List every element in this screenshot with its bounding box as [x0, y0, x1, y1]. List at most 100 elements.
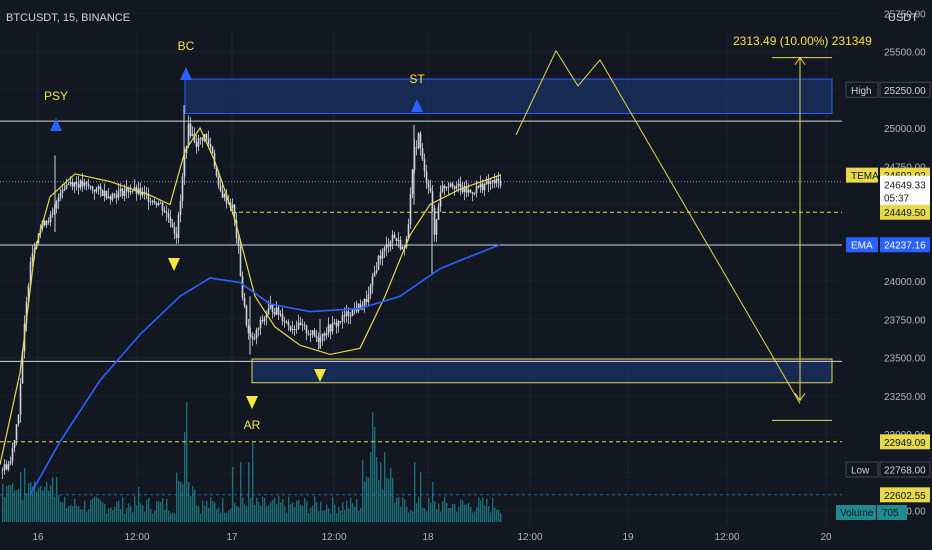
volume-bar	[234, 503, 235, 522]
price-tag-low-name: Low	[851, 465, 870, 476]
volume-bar	[458, 507, 459, 522]
volume-bar	[12, 483, 13, 522]
volume-bar	[10, 485, 11, 522]
volume-bar	[20, 472, 21, 522]
volume-bar	[198, 507, 199, 522]
candle	[222, 190, 224, 197]
volume-bar	[124, 514, 125, 522]
volume-bar	[260, 506, 261, 522]
candle	[238, 238, 240, 246]
candle	[264, 318, 266, 322]
volume-bar	[170, 513, 171, 522]
candle	[366, 299, 368, 302]
volume-bar	[472, 512, 473, 522]
volume-bar	[392, 478, 393, 522]
x-tick-label: 12:00	[321, 532, 346, 543]
candle	[378, 256, 380, 270]
volume-bar	[444, 497, 445, 522]
volume-bar	[326, 505, 327, 522]
down-triangle-icon	[246, 396, 258, 409]
volume-bar	[432, 482, 433, 522]
volume-bar	[290, 504, 291, 522]
volume-bar	[6, 486, 7, 522]
volume-bar	[354, 507, 355, 522]
volume-bar	[322, 511, 323, 522]
candle	[364, 299, 366, 307]
candle	[286, 322, 288, 323]
volume-bar	[84, 501, 85, 522]
volume-bar	[344, 510, 345, 522]
volume-bar	[400, 507, 401, 522]
volume-bar	[30, 482, 31, 522]
candle	[346, 312, 348, 317]
price-tag-dash1-value: 24449.50	[884, 208, 926, 219]
volume-bar	[162, 498, 163, 522]
candle	[358, 304, 360, 312]
volume-bar	[36, 491, 37, 522]
candle	[240, 246, 242, 276]
volume-bar	[320, 502, 321, 522]
candle	[370, 285, 372, 294]
candle	[202, 138, 204, 141]
volume-bar	[288, 496, 289, 522]
volume-bar	[236, 506, 237, 522]
candle	[472, 192, 474, 194]
volume-bar	[486, 498, 487, 522]
candle	[486, 180, 488, 184]
candle	[98, 187, 100, 189]
candle	[308, 333, 310, 334]
volume-bar	[464, 505, 465, 522]
candle	[452, 184, 454, 187]
volume-bar	[376, 457, 377, 522]
volume-bar	[452, 504, 453, 522]
candle	[448, 186, 450, 187]
x-tick-label: 20	[820, 532, 832, 543]
wyckoff-bc: BC	[178, 39, 195, 53]
candle	[10, 461, 12, 463]
volume-bar	[92, 499, 93, 522]
candle	[122, 189, 124, 196]
candle	[348, 312, 350, 316]
volume-bar	[70, 505, 71, 522]
candle	[92, 186, 94, 189]
candle	[372, 276, 374, 285]
volume-bar	[52, 477, 53, 522]
candle	[436, 220, 438, 235]
candle	[132, 191, 134, 192]
volume-bar	[180, 482, 181, 522]
volume-bar	[448, 508, 449, 522]
candle	[66, 185, 68, 189]
wyckoff-st: ST	[409, 72, 425, 86]
candle	[430, 187, 432, 191]
candle	[20, 384, 22, 415]
volume-bar	[142, 506, 143, 522]
price-tag-dash3-value: 22602.55	[884, 491, 926, 502]
y-tick-label: 24000.00	[884, 277, 926, 288]
volume-bar	[278, 496, 279, 522]
candle	[328, 325, 330, 334]
volume-bar	[304, 498, 305, 522]
time-axis: 16 12:00 17 12:00 18 12:00 19 12:00 20	[32, 532, 832, 543]
candle	[458, 184, 460, 186]
volume-bar	[82, 510, 83, 522]
candle	[172, 223, 174, 227]
volume-bar	[22, 500, 23, 522]
candle	[398, 240, 400, 241]
volume-bar	[164, 510, 165, 522]
volume-bar	[172, 513, 173, 522]
candle	[276, 307, 278, 314]
candle	[120, 189, 122, 191]
candle	[374, 273, 376, 277]
candle	[300, 322, 302, 324]
volume-bar	[146, 500, 147, 522]
candle	[258, 328, 260, 330]
support-zone	[252, 359, 832, 383]
volume-bar	[128, 503, 129, 522]
candle	[188, 124, 190, 147]
candle	[256, 330, 258, 338]
candle	[350, 316, 352, 317]
volume-bar	[498, 510, 499, 522]
up-triangle-icon	[180, 67, 192, 80]
